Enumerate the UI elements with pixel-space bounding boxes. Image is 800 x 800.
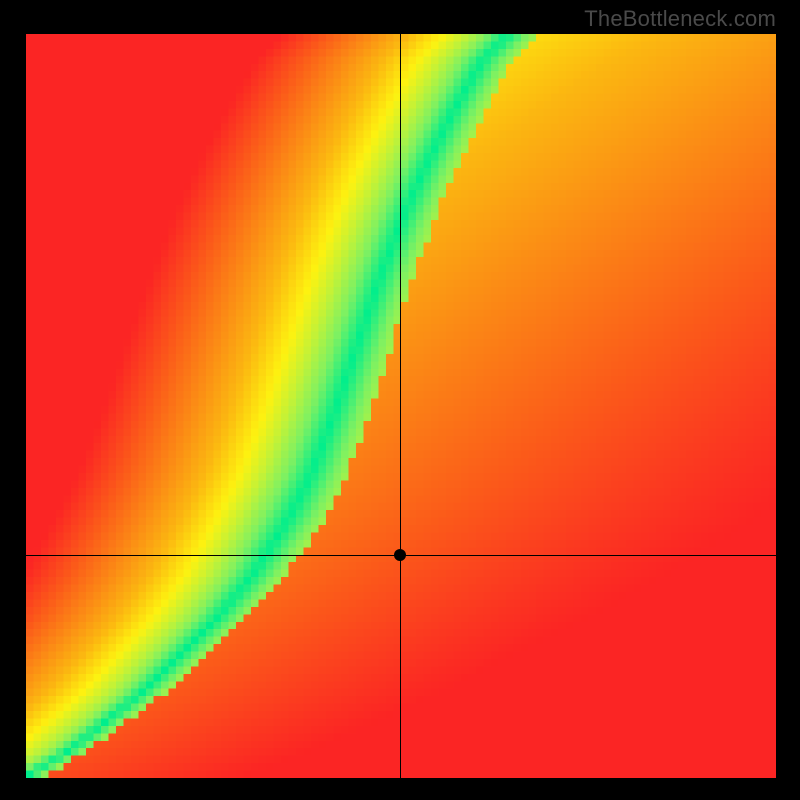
watermark-text: TheBottleneck.com (584, 6, 776, 32)
bottleneck-heatmap (26, 34, 776, 778)
chart-container: TheBottleneck.com (0, 0, 800, 800)
crosshair-vertical (400, 34, 401, 778)
crosshair-dot (394, 549, 406, 561)
